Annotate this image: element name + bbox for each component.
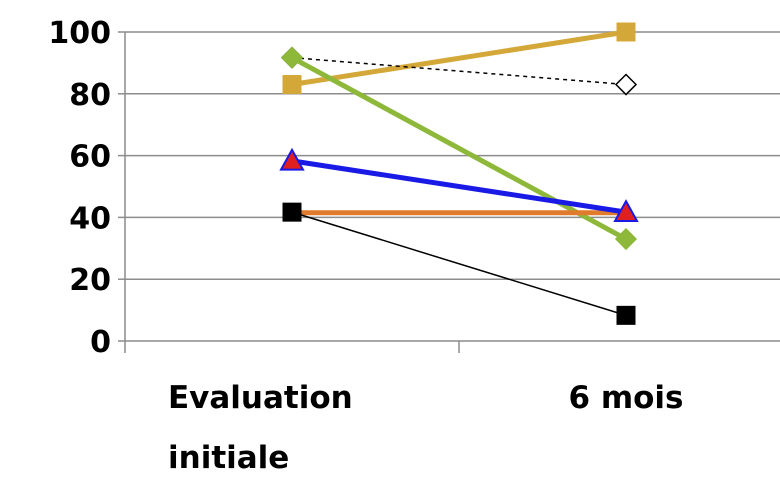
y-tick-label-40: 40 (69, 201, 111, 236)
series-0-line (291, 29, 627, 87)
x-category-label-0-0: Evaluation (168, 380, 353, 416)
y-tick-label-60: 60 (69, 140, 111, 175)
series-4-point-0 (279, 147, 305, 171)
series-0-point-0 (282, 75, 302, 95)
y-tick-label-20: 20 (69, 263, 111, 298)
x-category-labels: Evaluation initiale 6 mois (168, 380, 684, 476)
series-5-line (291, 211, 627, 317)
series-group (279, 22, 639, 325)
y-tick-labels: 0 20 40 60 80 100 (48, 16, 111, 360)
series-1-line (291, 56, 627, 86)
series-4-point-1 (613, 199, 639, 222)
y-tick-label-100: 100 (48, 16, 111, 51)
x-category-label-1-0: 6 mois (568, 380, 683, 416)
y-tick-label-80: 80 (69, 78, 111, 113)
y-tick-label-0: 0 (90, 325, 111, 360)
series-2-line (290, 55, 628, 242)
series-5-point-0 (282, 202, 302, 222)
series-0-point-1 (616, 22, 636, 42)
series-4-line (291, 158, 627, 215)
series-5-point-1 (616, 305, 636, 325)
gridlines (125, 31, 780, 280)
axes (118, 31, 780, 353)
series-1-point-1 (614, 73, 638, 96)
x-category-label-0-1: initiale (168, 440, 289, 476)
series-2-point-0 (280, 46, 304, 69)
series-2-point-1 (614, 227, 638, 251)
